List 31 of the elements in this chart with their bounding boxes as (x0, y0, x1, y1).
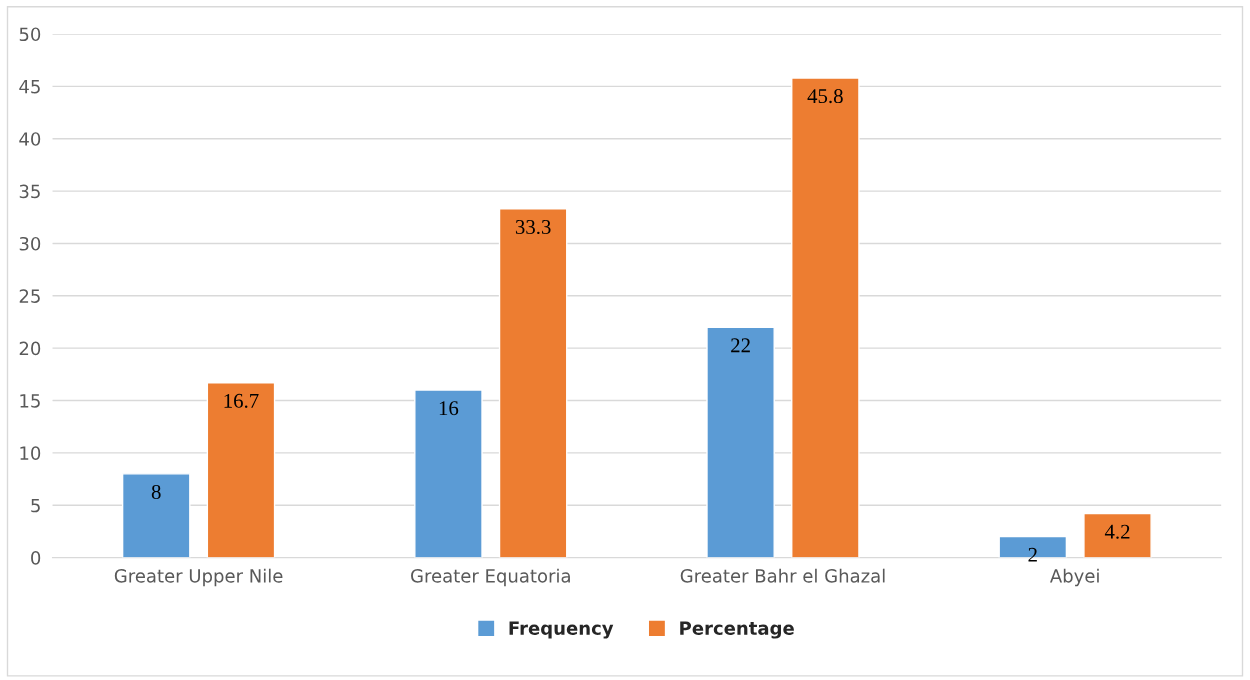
data-label: 8 (151, 484, 161, 499)
x-tick-label: Greater Upper Nile (114, 568, 283, 587)
bar (791, 77, 860, 558)
y-tick-label: 40 (19, 132, 41, 146)
y-tick-label: 10 (20, 446, 41, 460)
bar (1083, 512, 1152, 558)
legend-label: Frequency (509, 621, 614, 639)
data-label: 45.8 (807, 89, 843, 104)
y-tick-label: 5 (31, 498, 40, 513)
bar (414, 389, 483, 558)
bar (121, 473, 191, 558)
y-tick-label: 25 (19, 289, 40, 303)
y-tick-label: 45 (19, 80, 40, 94)
data-label: 33.3 (515, 220, 551, 235)
data-label: 22 (731, 338, 750, 353)
y-tick-label: 30 (19, 236, 41, 251)
bar (498, 208, 568, 558)
data-label: 16 (439, 401, 459, 416)
x-tick-label: Greater Bahr el Ghazal (680, 568, 885, 583)
y-tick-label: 0 (31, 551, 41, 565)
x-tick-label: Greater Equatoria (411, 568, 570, 587)
data-label: 16.7 (224, 393, 259, 408)
x-tick-label: Abyei (1049, 568, 1099, 587)
bar (206, 382, 276, 558)
y-tick-label: 35 (19, 184, 40, 199)
bar (706, 326, 775, 558)
legend-label: Percentage (680, 621, 794, 639)
y-tick-label: 15 (20, 394, 40, 408)
y-tick-label: 50 (19, 27, 41, 42)
y-tick-label: 20 (19, 341, 41, 356)
data-label: 4.2 (1104, 524, 1130, 539)
